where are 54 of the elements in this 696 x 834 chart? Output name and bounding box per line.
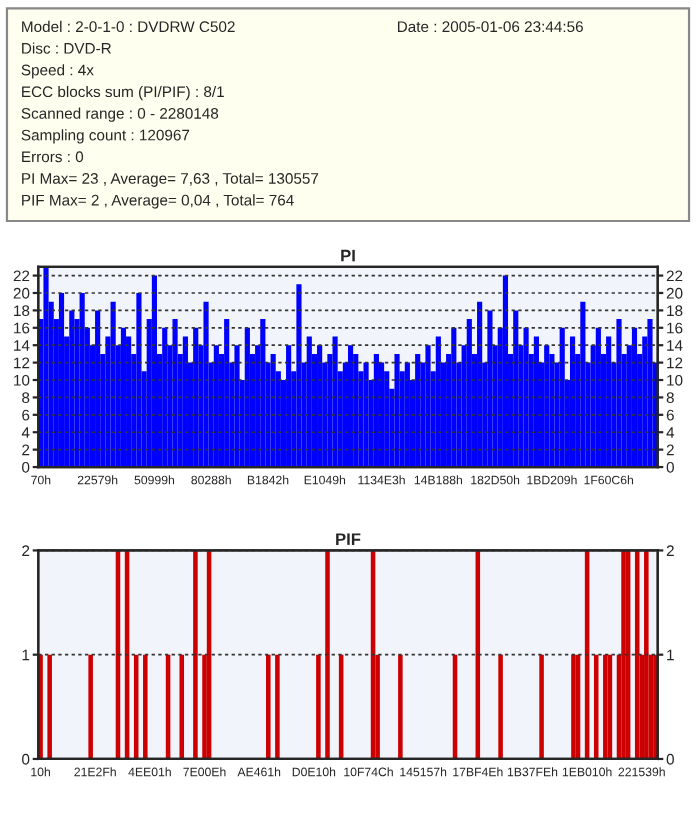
bar	[363, 362, 369, 468]
bar	[513, 310, 519, 468]
bar	[487, 310, 493, 468]
bar	[523, 327, 529, 468]
bar	[415, 353, 421, 468]
bar	[606, 336, 612, 468]
bar	[569, 336, 576, 468]
bar	[394, 353, 400, 468]
bar	[647, 319, 653, 468]
bar	[110, 301, 116, 468]
bar	[151, 275, 158, 468]
bar	[172, 319, 178, 468]
bar	[296, 284, 302, 468]
bar	[43, 266, 49, 468]
bar	[373, 353, 379, 468]
bar	[348, 345, 354, 468]
bar	[425, 345, 431, 468]
bar	[126, 336, 132, 468]
bar	[317, 345, 323, 468]
bar	[544, 345, 550, 468]
bar	[193, 327, 199, 468]
bar	[270, 353, 276, 468]
bar	[182, 336, 188, 468]
bar	[466, 319, 472, 468]
bar	[244, 327, 250, 468]
bar	[79, 292, 85, 468]
bar	[580, 301, 586, 468]
bar	[435, 336, 441, 468]
bar	[631, 327, 638, 468]
bar	[162, 327, 168, 468]
bar	[213, 345, 219, 468]
bar	[533, 336, 539, 468]
bar	[136, 292, 142, 468]
bar	[203, 301, 209, 468]
bar	[502, 275, 509, 468]
bar	[286, 345, 292, 468]
bar	[234, 345, 240, 468]
bar	[332, 336, 338, 468]
bar	[306, 336, 312, 468]
bar	[384, 371, 390, 468]
bar	[616, 319, 622, 468]
bar	[224, 319, 230, 468]
bar	[559, 327, 565, 468]
bar	[404, 362, 410, 468]
bar	[260, 319, 266, 468]
bar	[353, 353, 359, 468]
bar	[95, 310, 101, 468]
bar	[69, 310, 75, 468]
chart-title: PIF	[336, 533, 361, 545]
bar	[549, 353, 555, 468]
chart-title: PI	[341, 249, 355, 262]
bar	[58, 292, 65, 468]
bar	[451, 327, 457, 468]
bar	[595, 327, 601, 468]
